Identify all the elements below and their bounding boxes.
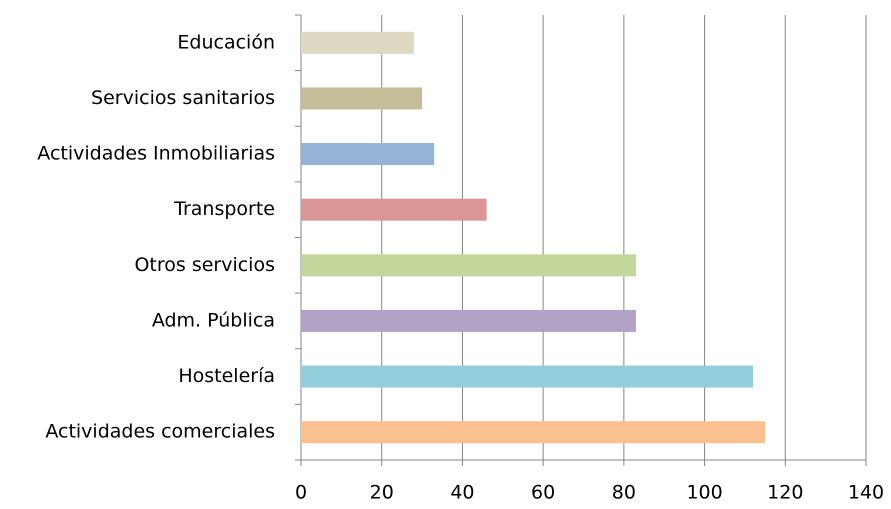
y-tick-label: Transporte: [173, 198, 275, 220]
bar: [301, 309, 636, 332]
y-tick-label: Educación: [177, 31, 275, 53]
bar: [301, 87, 423, 110]
x-tick-label: 80: [612, 482, 636, 504]
y-tick-label: Actividades comerciales: [45, 421, 275, 443]
y-tick-label: Actividades Inmobiliarias: [37, 143, 275, 165]
bar: [301, 143, 435, 166]
bar: [301, 31, 414, 54]
y-tick-label: Hostelería: [178, 365, 275, 387]
bar: [301, 254, 636, 277]
y-tick-label: Otros servicios: [134, 254, 275, 276]
x-tick-label: 140: [848, 482, 884, 504]
x-tick-label: 40: [450, 482, 474, 504]
x-tick-label: 100: [686, 482, 722, 504]
y-tick-label: Servicios sanitarios: [91, 87, 275, 109]
x-tick-label: 120: [767, 482, 803, 504]
x-tick-label: 20: [370, 482, 394, 504]
bar: [301, 198, 487, 221]
bar: [301, 421, 766, 444]
x-tick-label: 0: [295, 482, 307, 504]
bar: [301, 365, 753, 388]
y-tick-label: Adm. Pública: [152, 309, 275, 331]
x-tick-label: 60: [531, 482, 555, 504]
